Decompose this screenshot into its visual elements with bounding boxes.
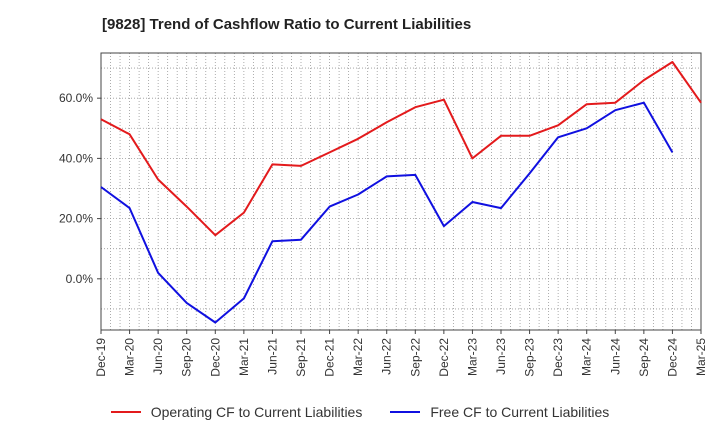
x-tick-label: Mar-23 [465, 338, 479, 376]
x-tick-label: Mar-22 [351, 338, 365, 376]
legend-label-operating-cf: Operating CF to Current Liabilities [150, 404, 363, 420]
x-tick-label: Dec-22 [437, 338, 451, 377]
y-tick-label: 40.0% [59, 151, 93, 165]
x-tick-label: Jun-24 [608, 338, 622, 375]
x-tick-label: Sep-23 [523, 338, 537, 377]
x-tick-label: Sep-24 [637, 338, 651, 377]
legend-label-free-cf: Free CF to Current Liabilities [430, 404, 610, 420]
x-tick-label: Sep-22 [408, 338, 422, 377]
x-tick-label: Mar-20 [123, 338, 137, 376]
x-tick-label: Jun-20 [151, 338, 165, 375]
series-line-free-cf [100, 101, 674, 324]
chart-legend: Operating CF to Current Liabilities Free… [0, 404, 720, 420]
plot-frame [100, 52, 702, 331]
x-tick-label: Dec-23 [551, 338, 565, 377]
chart-title: [9828] Trend of Cashflow Ratio to Curren… [102, 16, 472, 33]
x-tick-label: Jun-22 [380, 338, 394, 375]
y-tick-label: 60.0% [59, 91, 93, 105]
legend-swatch-operating-cf [110, 411, 141, 413]
legend-swatch-free-cf [390, 411, 421, 413]
x-tick-label: Sep-21 [294, 338, 308, 377]
x-tick-label: Sep-20 [180, 338, 194, 377]
y-tick-label: 20.0% [59, 212, 93, 226]
x-tick-label: Dec-24 [665, 338, 679, 377]
x-tick-label: Mar-25 [694, 338, 708, 376]
x-tick-label: Mar-24 [580, 338, 594, 376]
series-line-operating-cf [100, 61, 702, 237]
legend-item-operating-cf: Operating CF to Current Liabilities [110, 404, 363, 420]
legend-item-free-cf: Free CF to Current Liabilities [390, 404, 609, 420]
x-tick-label: Dec-21 [323, 338, 337, 377]
x-tick-label: Mar-21 [237, 338, 251, 376]
x-tick-label: Jun-21 [265, 338, 279, 375]
y-tick-label: 0.0% [66, 272, 94, 286]
plot-area [101, 53, 701, 330]
x-tick-label: Dec-19 [94, 338, 108, 377]
x-tick-label: Dec-20 [208, 338, 222, 377]
x-tick-label: Jun-23 [494, 338, 508, 375]
